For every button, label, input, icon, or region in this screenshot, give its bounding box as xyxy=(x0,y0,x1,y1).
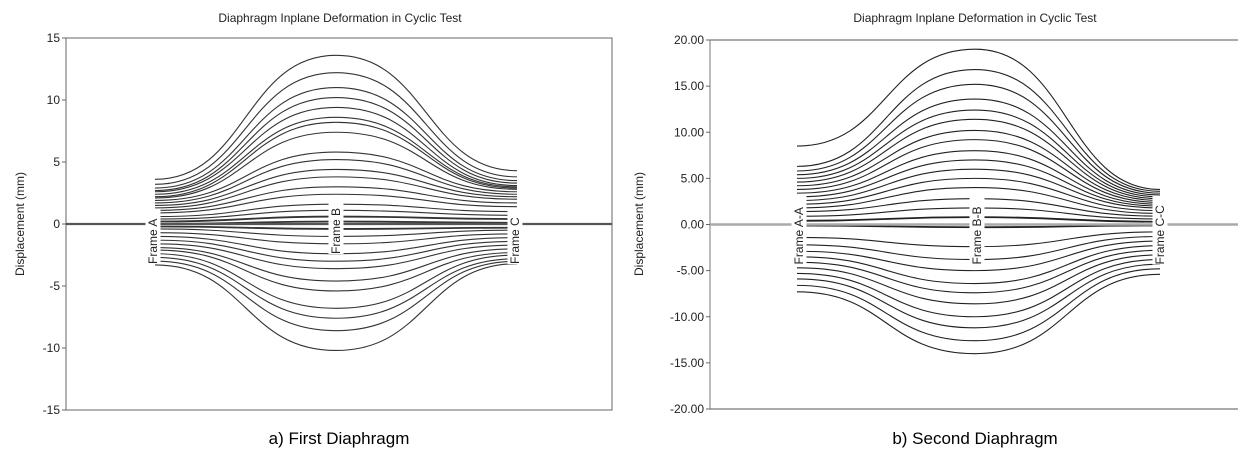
chart-a-series-line xyxy=(154,116,518,195)
chart-b-series-line xyxy=(796,129,1161,202)
chart-a-series-line xyxy=(154,263,518,352)
chart-b-title: Diaphragm Inplane Deformation in Cyclic … xyxy=(853,11,1097,25)
chart-a-frame-label-bg xyxy=(507,209,523,264)
chart-b-y-tick-label: 0.00 xyxy=(681,218,705,232)
chart-b-series-line xyxy=(796,139,1161,203)
chart-b-y-tick-label: -5.00 xyxy=(677,264,705,278)
chart-b-series-line xyxy=(796,268,1161,342)
caption-a: a) First Diaphragm xyxy=(269,429,410,448)
chart-a-series-line xyxy=(154,249,518,292)
chart-b-y-tick-label: 10.00 xyxy=(674,125,704,139)
chart-b-y-tick-label: 20.00 xyxy=(674,33,704,47)
chart-a-y-tick-label: 15 xyxy=(47,31,61,45)
chart-b-y-ticks: 20.00 15.00 10.00 5.00 0.00 -5.00 -10.00 -15.00… xyxy=(670,33,710,416)
chart-a-series-line xyxy=(154,256,518,319)
chart-a-series-line xyxy=(154,151,518,201)
chart-b-frame-label-bg xyxy=(1152,195,1168,265)
chart-b-frame-label: Frame B-B xyxy=(970,206,984,264)
chart-a-series-line xyxy=(154,247,518,282)
chart-b-y-tick-label: 15.00 xyxy=(674,79,704,93)
chart-b-series-line xyxy=(796,273,1161,355)
chart-a-frame-label: Frame B xyxy=(329,208,343,254)
chart-b-y-tick-label: -10.00 xyxy=(670,310,704,324)
chart-a-frame-label: Frame C xyxy=(508,217,522,264)
chart-b-series-line xyxy=(796,98,1161,196)
chart-a-series-line xyxy=(154,72,518,185)
chart-a-series-line xyxy=(154,260,518,332)
chart-a-y-tick-label: -15 xyxy=(43,403,61,417)
chart-b-series-line xyxy=(796,109,1161,198)
chart-b-series-line xyxy=(796,245,1161,285)
chart-a-series-line xyxy=(154,121,518,198)
chart-b-series-line xyxy=(796,48,1161,190)
chart-a-series-line xyxy=(154,87,518,189)
chart-a-y-tick-label: -10 xyxy=(43,341,61,355)
chart-b-series-line xyxy=(796,240,1161,272)
chart-b-y-tick-label: -20.00 xyxy=(670,402,704,416)
chart-a-frame-labels: Frame A Frame B Frame C xyxy=(145,199,523,264)
chart-a-series-line xyxy=(154,168,518,206)
chart-b-series-line xyxy=(796,168,1161,209)
chart-a-series-line xyxy=(154,193,518,214)
chart-a-frame-label-bg xyxy=(145,209,161,264)
chart-a-series-line xyxy=(154,176,518,209)
chart-a-y-tick-label: 5 xyxy=(53,155,60,169)
chart-b-series-line xyxy=(796,177,1161,212)
chart-a-frame-label-bg xyxy=(328,199,344,254)
chart-a-series-line xyxy=(154,54,518,180)
chart-a-title: Diaphragm Inplane Deformation in Cyclic … xyxy=(218,11,462,25)
chart-a-ylabel: Displacement (mm) xyxy=(13,172,27,276)
chart-b-series-line xyxy=(796,187,1161,214)
caption-b: b) Second Diaphragm xyxy=(892,429,1057,448)
chart-a-y-tick-label: 10 xyxy=(47,93,61,107)
chart-a-y-tick-label: 0 xyxy=(53,217,60,231)
chart-b-series-line xyxy=(796,83,1161,194)
chart-b-series-line xyxy=(796,249,1161,294)
chart-a-frame-label: Frame A xyxy=(146,219,160,264)
chart-b-frame-labels: Frame A-A Frame B-B Frame C-C xyxy=(791,195,1168,265)
chart-a-y-ticks: 15 10 5 0 -5 -10 -15 xyxy=(43,31,66,417)
chart-a-series-line xyxy=(154,106,518,193)
chart-a-series-line xyxy=(154,96,518,192)
chart-b-series-line xyxy=(796,259,1161,318)
chart-a-series-line xyxy=(154,239,518,262)
chart-b-series-line xyxy=(796,118,1161,200)
chart-first-diaphragm: Diaphragm Inplane Deformation in Cyclic … xyxy=(13,11,613,417)
chart-a-y-tick-label: -5 xyxy=(49,279,60,293)
chart-b-y-tick-label: 5.00 xyxy=(681,171,705,185)
chart-a-series-line xyxy=(154,158,518,204)
chart-a-series-line xyxy=(154,243,518,270)
chart-a-series-line xyxy=(154,186,518,211)
chart-b-series-line xyxy=(796,68,1161,192)
chart-b-frame-label-bg xyxy=(791,195,807,265)
chart-b-frame-label: Frame A-A xyxy=(792,207,806,264)
chart-b-y-tick-label: -15.00 xyxy=(670,356,704,370)
chart-b-frame-label-bg xyxy=(969,195,985,265)
chart-second-diaphragm: Diaphragm Inplane Deformation in Cyclic … xyxy=(632,11,1238,416)
chart-a-series-line xyxy=(154,253,518,309)
chart-b-series-line xyxy=(796,159,1161,207)
chart-b-ylabel: Displacement (mm) xyxy=(632,172,646,276)
chart-b-series-line xyxy=(796,150,1161,205)
chart-b-series-line xyxy=(796,254,1161,305)
chart-a-series-line xyxy=(154,131,518,199)
chart-b-frame-label: Frame C-C xyxy=(1153,205,1167,265)
chart-b-series-line xyxy=(796,263,1161,329)
